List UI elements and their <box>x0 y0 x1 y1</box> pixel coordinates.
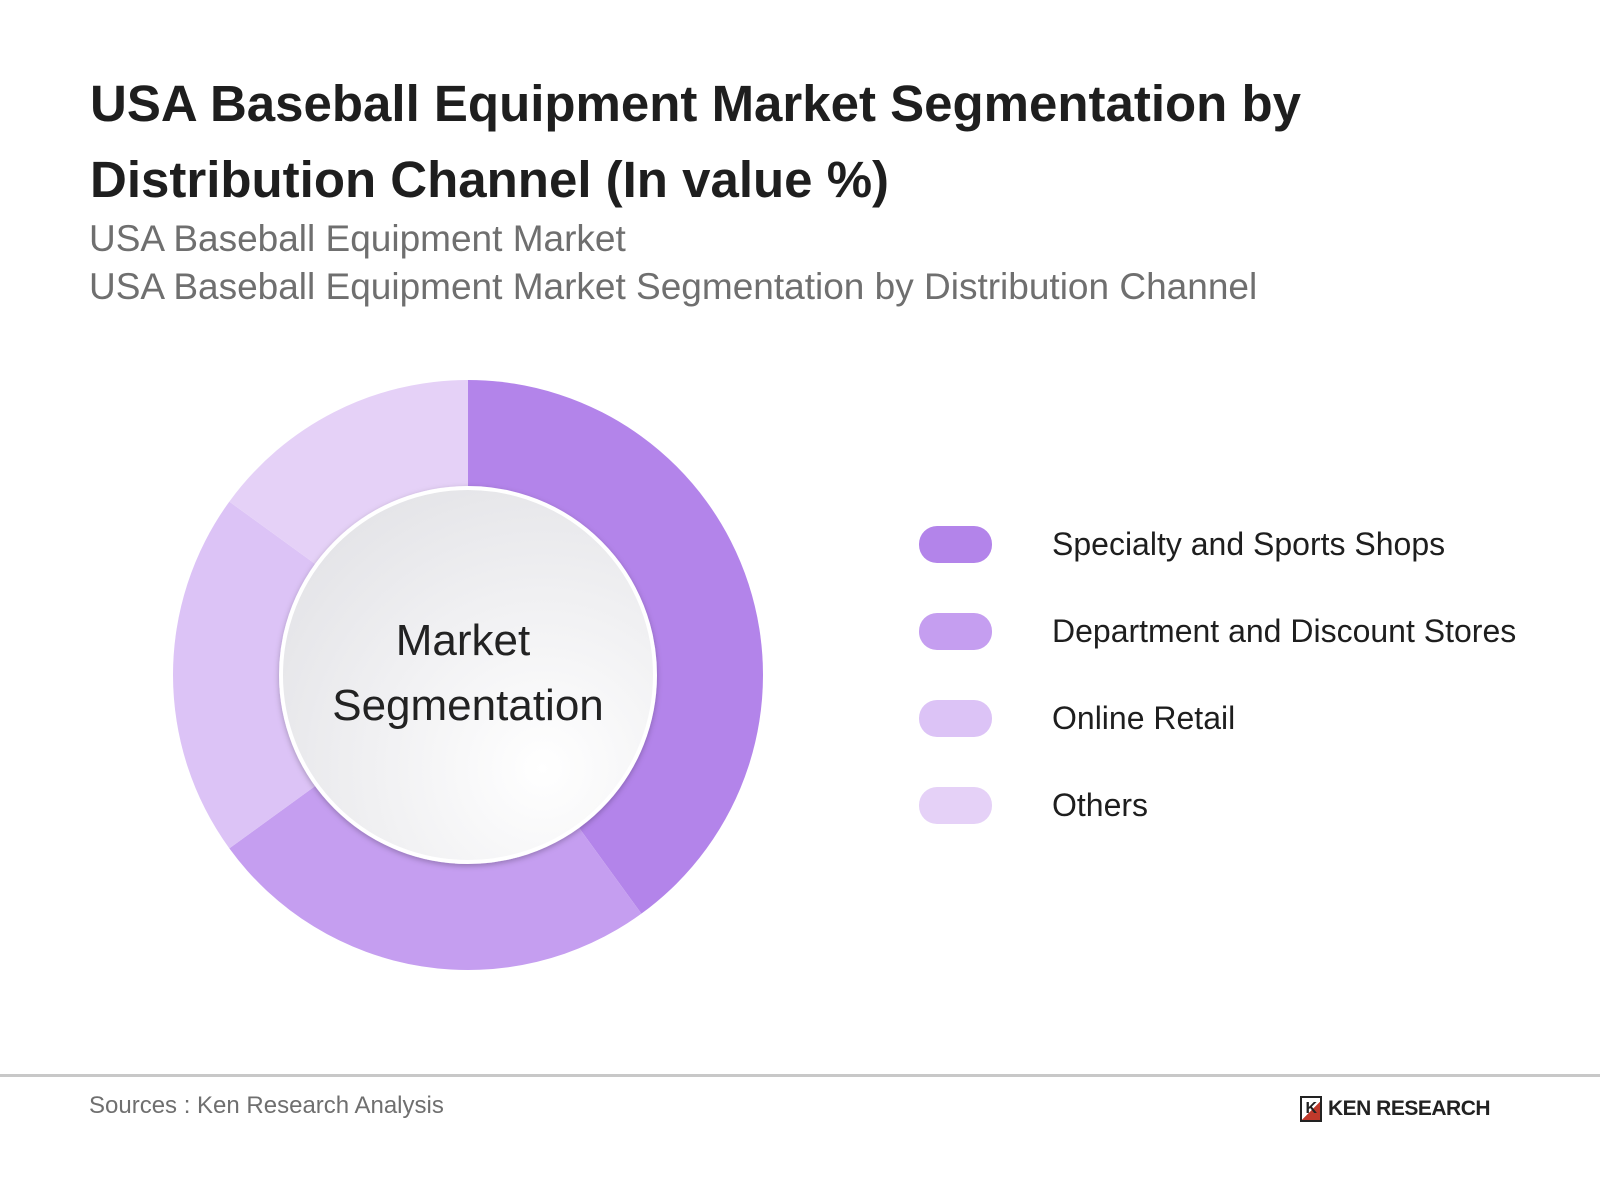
chart-subtitle-2: USA Baseball Equipment Market Segmentati… <box>89 266 1258 307</box>
legend-swatch <box>919 612 992 650</box>
legend-item: Online Retail <box>919 698 1235 738</box>
chart-subtitle-1: USA Baseball Equipment Market <box>89 218 626 259</box>
legend-label: Online Retail <box>1052 699 1236 736</box>
legend-swatch <box>919 699 992 737</box>
legend-label: Department and Discount Stores <box>1052 612 1517 649</box>
legend-item: Others <box>919 785 1148 825</box>
center-label-line-2: Segmentation <box>332 681 604 730</box>
logo-text: KEN RESEARCH <box>1328 1097 1491 1120</box>
source-note: Sources : Ken Research Analysis <box>89 1092 444 1119</box>
legend-swatch <box>919 786 992 824</box>
donut-center <box>279 486 657 864</box>
ken-research-logo: K KEN RESEARCH <box>1300 1096 1491 1122</box>
legend-label: Specialty and Sports Shops <box>1052 525 1446 562</box>
legend-item: Department and Discount Stores <box>919 611 1516 651</box>
chart-title: USA Baseball Equipment Market Segmentati… <box>90 75 1302 208</box>
legend-label: Others <box>1052 786 1149 823</box>
legend-swatch <box>919 525 992 563</box>
logo-k-icon: K <box>1300 1096 1322 1122</box>
legend-item: Specialty and Sports Shops <box>919 524 1445 564</box>
footer-divider <box>0 1074 1600 1077</box>
center-label-line-1: Market <box>396 616 530 665</box>
